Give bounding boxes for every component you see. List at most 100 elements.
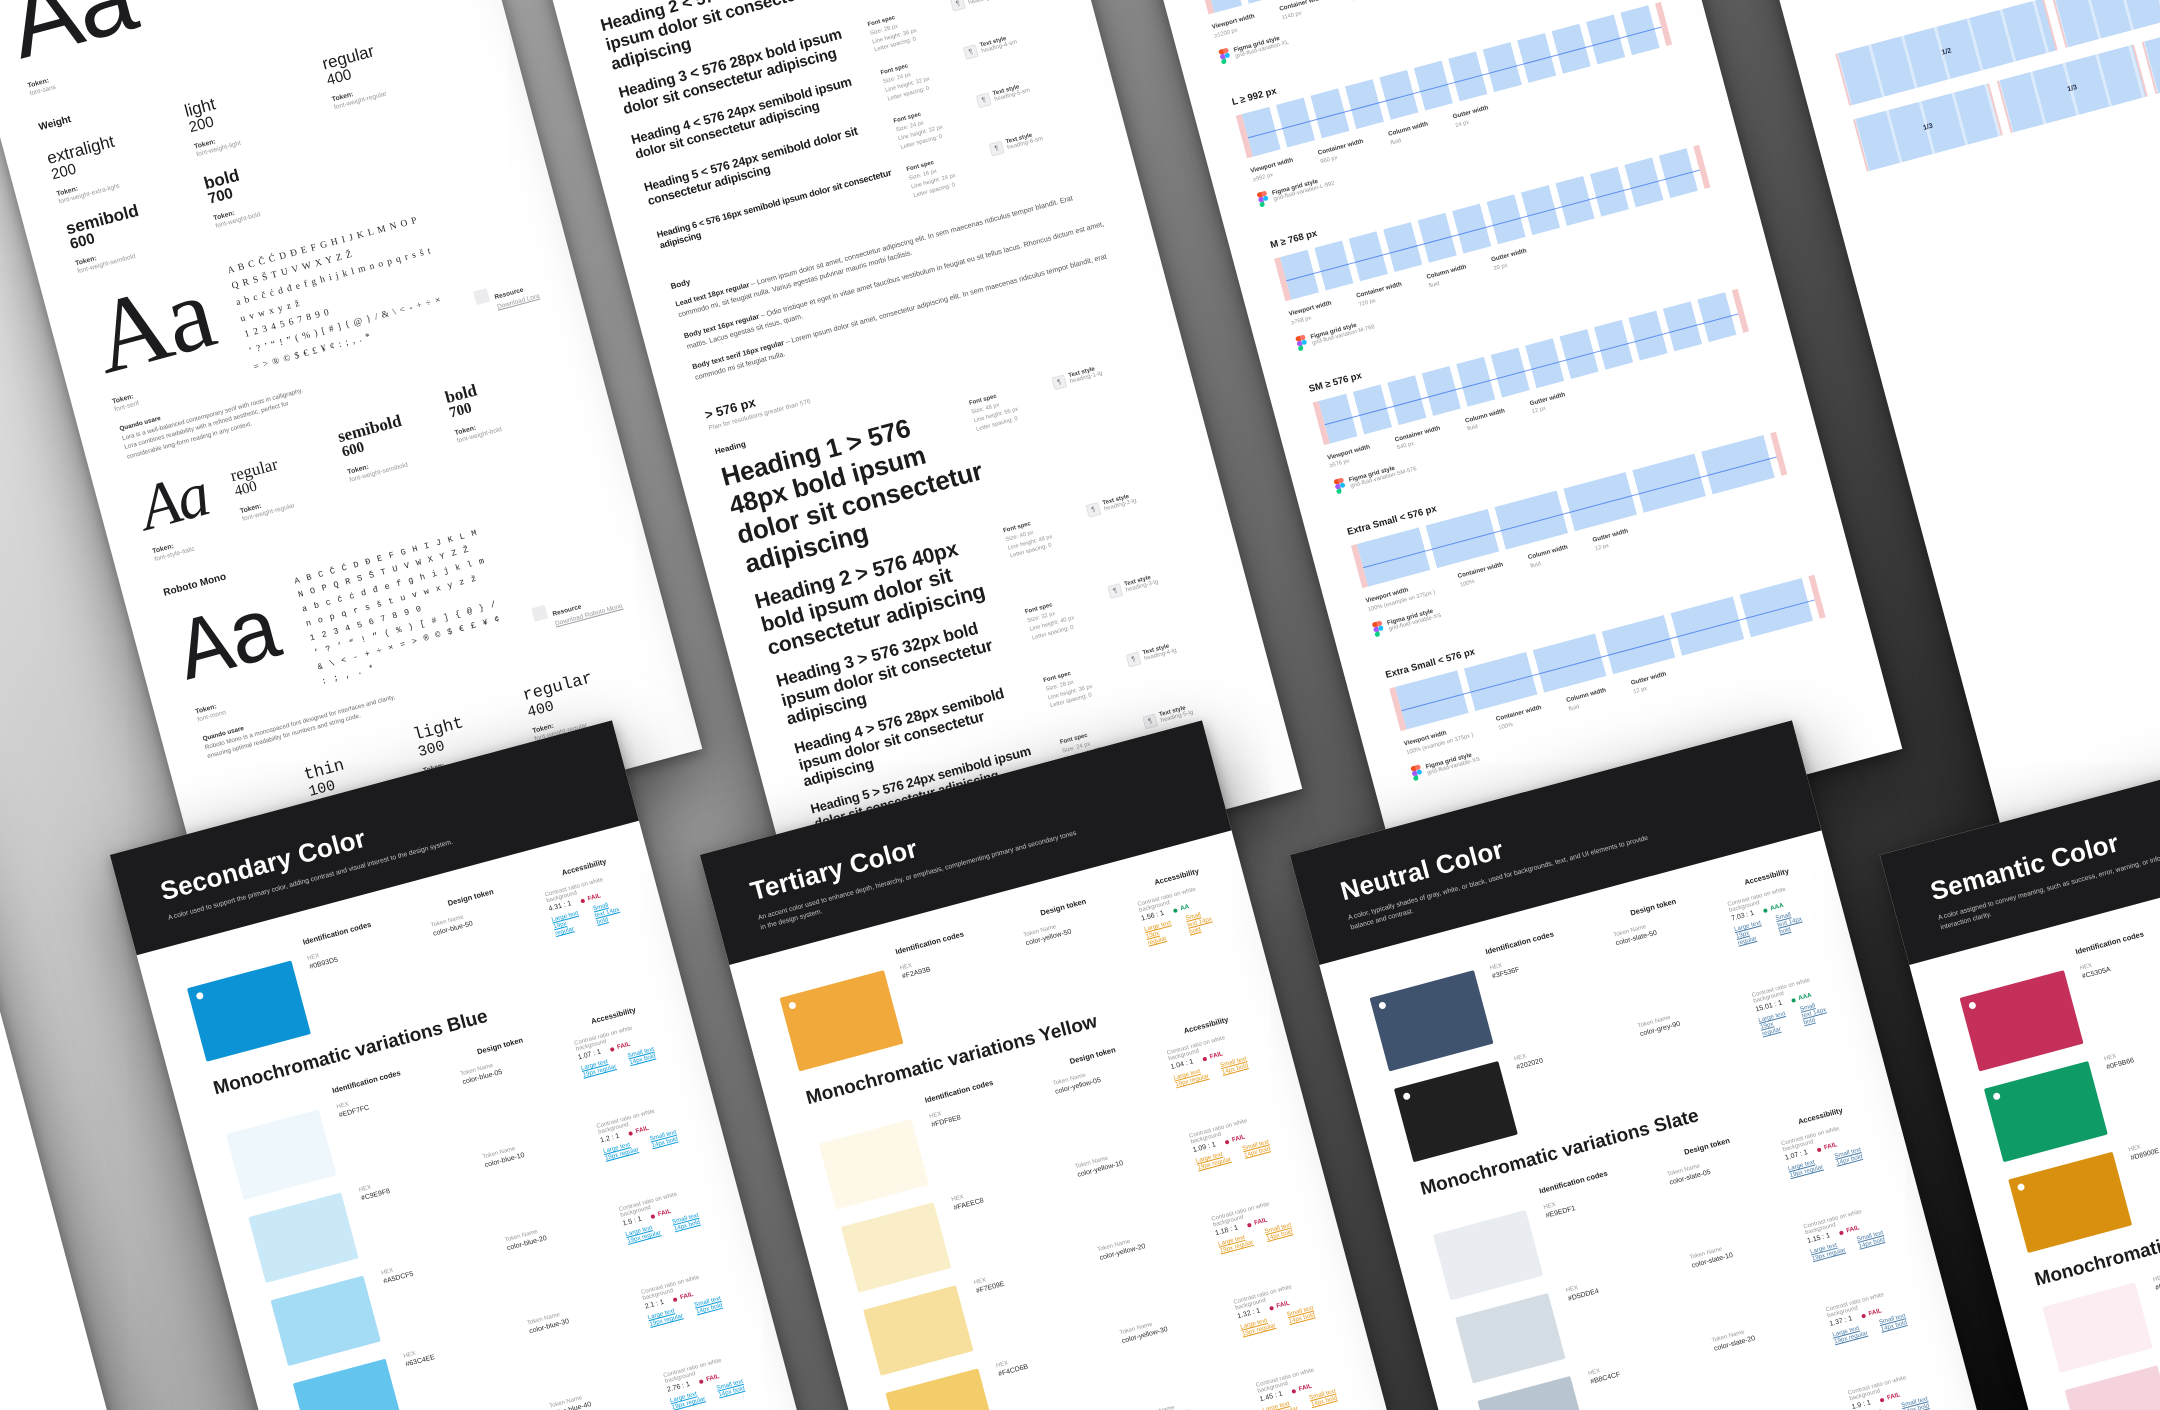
color-swatch [1477,1376,1588,1410]
small-text-link[interactable]: Small text 14px bold [1799,1002,1828,1027]
color-swatch [1369,970,1494,1072]
figma-grid-style-annotation: Figma grid style grid-fluid-variation-L-9… [1256,79,1685,208]
color-swatch [226,1109,337,1201]
large-text-link[interactable]: Large text 19px regular [1143,919,1172,948]
paragraph-icon: ¶ [949,0,966,12]
font-spec: Font spec Size: 32 px Line height: 40 px… [1024,602,1075,642]
figma-icon [1295,334,1307,351]
paragraph-icon: ¶ [962,44,979,61]
gutter-width-annotation: Gutter width 20 px [1490,247,1528,273]
grid-section-list: XXL ≥1400 px Viewport width≥1400 px Cont… [1154,0,1839,781]
color-swatch [1393,1061,1518,1163]
container-width-annotation: Container width 100% [1495,704,1543,732]
serif-specimen: Aa [81,254,225,397]
resource-thumb-icon [473,288,491,306]
resource-thumb-icon [531,604,549,622]
gutter-width-annotation: Gutter width 24 px [1452,104,1490,129]
viewport-width-annotation: Viewport width ≥1200 px [1211,13,1256,40]
color-swatch [2008,1152,2133,1254]
grid-breakpoint-section: XL ≥1200 px Viewport width≥1200 px Conta… [1192,0,1647,64]
paragraph-icon: ¶ [1125,651,1142,668]
color-swatch [840,1202,952,1294]
viewport-width-annotation: Viewport width ≥768 px [1288,299,1333,327]
font-spec: Font spec Size: 16 px Line height: 24 px… [905,160,957,199]
gutter-width-annotation: Gutter width 12 px [1528,390,1566,416]
container-width-annotation: Container width 1140 px [1278,0,1326,22]
paragraph-icon: ¶ [988,140,1005,157]
small-text-link[interactable]: Small text 14px bold [1774,911,1803,937]
small-text-link[interactable]: Small text 14px bold [715,1378,746,1399]
container-width-annotation: Container width 100% [1456,560,1504,589]
color-swatch [1959,970,2084,1072]
font-spec: Font spec Size: 40 px Line height: 48 px… [1002,521,1054,560]
artboard-grid-breakpoints: XXL ≥1400 px Viewport width≥1400 px Cont… [1037,0,1903,884]
mono-specimen: Aa [168,583,292,706]
serif-resource: Resource Download Lora [473,275,541,315]
color-swatch [1983,1061,2108,1163]
color-swatch [1433,1210,1544,1301]
color-swatch [885,1368,996,1410]
container-width-annotation: Container width 720 px [1355,280,1403,309]
small-text-link[interactable]: Small text 14px bold [671,1212,701,1233]
font-spec: Font spec Size: 24 px Line height: 32 px… [880,63,931,103]
small-text-link[interactable]: Small text 14px bold [626,1045,657,1067]
figma-grid-style-annotation: Figma grid style grid-fluid-variable-XS [1372,509,1801,637]
figma-grid-style-annotation: Figma grid style grid-fluid-variable-XS [1410,653,1839,781]
large-text-link[interactable]: Large text 19px regular [550,909,580,938]
weight-cell: semibold 600 Token: font-weight-semibold [335,410,409,484]
paragraph-icon: ¶ [1142,713,1159,730]
color-swatch [292,1358,404,1410]
figma-grid-style-annotation: Figma grid style grid-fluid-variation-XL [1218,0,1647,64]
mono-resource: Resource Download Roboto Mono [531,585,623,632]
color-swatch [270,1275,381,1367]
paragraph-icon: ¶ [1051,374,1068,391]
color-swatch [248,1192,359,1284]
small-text-link[interactable]: Small text 14px bold [1308,1388,1339,1409]
small-text-link[interactable]: Small text 14px bold [1219,1055,1250,1077]
font-spec: Font spec Size: 24 px Line height: 32 px… [893,111,944,151]
grid-breakpoint-section: SM ≥ 576 px Viewport width ≥576 px Contai… [1308,270,1763,494]
small-text-link[interactable]: Small text 14px bold [592,901,621,927]
small-text-link[interactable]: Small text 14px bold [1856,1229,1886,1251]
variation-list: HEX #FDF8E8 Token Name color-yellow-05 Con… [818,1030,1417,1410]
grid-breakpoint-section: Extra Small < 576 px Viewport width 100% … [1384,557,1839,781]
container-width-annotation: Container width 960 px [1317,137,1365,166]
small-text-link[interactable]: Small text 14px bold [693,1295,724,1316]
small-text-link[interactable]: Small text 14px bold [1184,911,1213,937]
gutter-width-annotation: Gutter width 12 px [1630,670,1668,696]
paragraph-icon: ¶ [1107,583,1124,600]
font-spec: Font spec Size: 28 px Line height: 36 px… [867,15,918,54]
grid-breakpoint-section: M ≥ 768 px Viewport width ≥768 px Contain… [1269,127,1724,351]
figma-icon [1410,764,1422,781]
serif-italic-specimen: Aa [131,457,216,544]
paragraph-icon: ¶ [975,92,992,109]
color-swatch [2042,1282,2153,1374]
small-text-link[interactable]: Small text 14px bold [1286,1304,1316,1326]
small-text-link[interactable]: Small text 14px bold [1264,1221,1294,1243]
small-text-link[interactable]: Small text 14px bold [1833,1146,1864,1168]
small-text-link[interactable]: Small text 14px bold [1241,1138,1272,1160]
figma-icon [1218,47,1230,64]
color-swatch [186,960,311,1063]
container-width-annotation: Container width 540 px [1393,424,1441,452]
paragraph-icon: ¶ [1085,501,1102,518]
small-text-link[interactable]: Small text 14px bold [1878,1312,1908,1334]
large-text-link[interactable]: Large text 19px regular [1757,1010,1787,1038]
contrast-badge: AA [1173,903,1190,914]
grid-breakpoint-section: L ≥ 992 px Viewport width ≥992 px Contain… [1231,0,1686,208]
figma-grid-style-annotation: Figma grid style grid-fluid-variation-M-7… [1295,223,1724,351]
figma-icon [1372,621,1384,637]
small-text-link[interactable]: Small text 14px bold [649,1128,679,1150]
large-text-link[interactable]: Large text 19px regular [1733,919,1762,948]
viewport-width-annotation: Viewport width ≥576 px [1326,442,1371,470]
color-swatch [818,1119,930,1210]
